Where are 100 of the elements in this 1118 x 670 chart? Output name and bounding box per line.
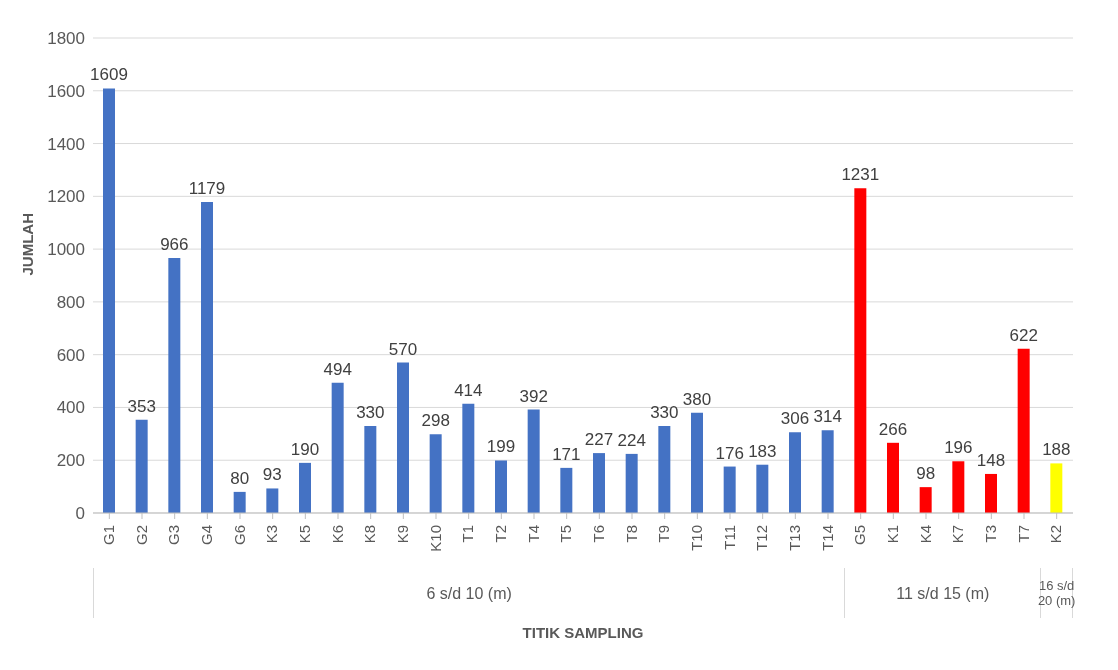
bar bbox=[756, 464, 769, 513]
y-tick-label: 1200 bbox=[47, 187, 85, 207]
x-tick-label: T2 bbox=[491, 525, 509, 543]
data-label: 330 bbox=[356, 402, 385, 422]
y-tick-label: 200 bbox=[56, 451, 85, 471]
y-tick-label: 1600 bbox=[47, 81, 85, 101]
data-label: 196 bbox=[944, 438, 973, 458]
x-tick-label: T5 bbox=[557, 525, 575, 543]
x-tick-label: K6 bbox=[328, 525, 346, 544]
x-tick-label: K4 bbox=[916, 525, 934, 544]
data-label: 176 bbox=[715, 443, 744, 463]
x-tick-label: G3 bbox=[165, 525, 183, 546]
x-tick-label: K8 bbox=[361, 525, 379, 544]
data-label: 266 bbox=[878, 419, 908, 439]
y-axis-title: JUMLAH bbox=[19, 213, 37, 276]
data-label: 494 bbox=[323, 359, 352, 379]
bar bbox=[952, 461, 965, 513]
bar bbox=[723, 466, 736, 513]
x-tick-label: K9 bbox=[393, 525, 411, 544]
data-label: 98 bbox=[916, 464, 936, 484]
data-label: 966 bbox=[160, 235, 189, 255]
data-label: 622 bbox=[1009, 325, 1038, 345]
text: 6 s/d 10 (m) bbox=[426, 584, 512, 602]
data-label: 306 bbox=[780, 409, 810, 429]
data-label: 148 bbox=[976, 450, 1006, 470]
y-tick-label: 0 bbox=[75, 504, 85, 524]
data-label: 227 bbox=[584, 430, 614, 450]
x-tick-label: K3 bbox=[263, 525, 281, 544]
data-label: 224 bbox=[617, 430, 646, 450]
bar bbox=[233, 491, 246, 513]
data-label: 330 bbox=[650, 402, 679, 422]
x-tick-label: G2 bbox=[132, 525, 150, 546]
data-label: 183 bbox=[748, 441, 777, 461]
data-label: 93 bbox=[262, 465, 282, 485]
x-tick-label: K7 bbox=[949, 525, 967, 544]
x-tick-label: T11 bbox=[720, 525, 738, 550]
bar bbox=[331, 382, 344, 513]
y-tick-label: 600 bbox=[56, 345, 85, 365]
data-label: 392 bbox=[519, 386, 548, 406]
x-tick-label: T4 bbox=[524, 525, 542, 543]
x-tick-label: G6 bbox=[230, 525, 248, 546]
x-tick-label: K2 bbox=[1047, 525, 1065, 544]
y-tick-label: 1800 bbox=[47, 29, 85, 49]
x-tick-label: T6 bbox=[589, 525, 607, 543]
x-tick-label: T13 bbox=[785, 525, 803, 551]
data-label: 414 bbox=[454, 380, 483, 400]
bar bbox=[135, 419, 148, 513]
bar bbox=[854, 188, 867, 513]
y-tick-label: 1400 bbox=[47, 134, 85, 154]
y-tick-label: 400 bbox=[56, 398, 85, 418]
bar bbox=[887, 442, 899, 513]
bar bbox=[168, 258, 181, 513]
bar bbox=[299, 462, 311, 513]
data-label: 199 bbox=[486, 437, 516, 457]
bar bbox=[429, 434, 442, 513]
x-tick-label: K10 bbox=[426, 525, 444, 552]
bar bbox=[789, 432, 801, 513]
x-tick-label: T14 bbox=[818, 525, 836, 551]
text: 16 s/d 20 (m) bbox=[1036, 578, 1077, 608]
x-tick-label: G5 bbox=[851, 525, 869, 546]
x-tick-label: K5 bbox=[295, 525, 313, 544]
x-tick-label: T10 bbox=[687, 525, 705, 551]
data-label: 380 bbox=[682, 389, 712, 409]
bar bbox=[560, 467, 573, 513]
bar bbox=[625, 453, 638, 513]
data-label: 1179 bbox=[188, 178, 226, 198]
bar bbox=[397, 362, 409, 513]
bar bbox=[364, 425, 377, 513]
data-label: 190 bbox=[290, 439, 320, 459]
bar bbox=[201, 201, 213, 513]
bar bbox=[495, 460, 507, 513]
text: 11 s/d 15 (m) bbox=[896, 584, 990, 602]
data-label: 171 bbox=[552, 444, 581, 464]
bar bbox=[1017, 348, 1030, 513]
bar bbox=[919, 487, 932, 513]
x-tick-label: T9 bbox=[655, 525, 673, 543]
data-label: 570 bbox=[388, 339, 418, 359]
bar bbox=[658, 425, 671, 513]
bar bbox=[691, 412, 703, 513]
x-tick-label: T3 bbox=[981, 525, 999, 543]
y-tick-label: 800 bbox=[56, 292, 85, 312]
data-label: 314 bbox=[813, 407, 842, 427]
bar bbox=[266, 488, 279, 513]
data-label: 1231 bbox=[841, 165, 880, 185]
x-tick-label: T8 bbox=[622, 525, 640, 543]
x-tick-label: T7 bbox=[1014, 525, 1032, 543]
bar bbox=[821, 430, 834, 513]
x-tick-label: T1 bbox=[459, 525, 477, 543]
data-label: 188 bbox=[1042, 440, 1071, 460]
bar bbox=[462, 403, 475, 513]
x-tick-label: T12 bbox=[753, 525, 771, 551]
x-tick-label: G4 bbox=[197, 525, 215, 546]
data-label: 80 bbox=[230, 468, 250, 488]
x-tick-label: G1 bbox=[99, 525, 117, 546]
x-axis-title: TITIK SAMPLING bbox=[521, 624, 645, 641]
x-tick-label: K1 bbox=[883, 525, 901, 544]
bar bbox=[1050, 463, 1063, 513]
y-tick-label: 1000 bbox=[47, 240, 85, 260]
data-label: 1609 bbox=[90, 65, 128, 85]
bar bbox=[527, 409, 540, 513]
